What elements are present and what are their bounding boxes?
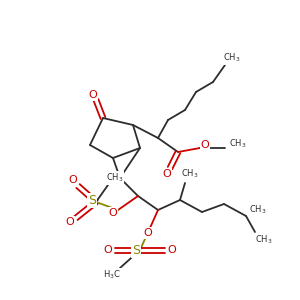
Text: CH$_3$: CH$_3$ (249, 204, 267, 216)
Text: S: S (132, 244, 140, 256)
Text: CH$_3$: CH$_3$ (223, 52, 241, 64)
Text: S: S (88, 194, 96, 206)
Text: O: O (103, 245, 112, 255)
Text: CH$_3$: CH$_3$ (106, 172, 124, 184)
Text: O: O (69, 175, 77, 185)
Text: O: O (163, 169, 171, 179)
Text: O: O (201, 140, 209, 150)
Text: CH$_3$: CH$_3$ (181, 168, 199, 180)
Text: O: O (88, 90, 98, 100)
Text: H$_3$C: H$_3$C (103, 269, 121, 281)
Text: O: O (144, 228, 152, 238)
Text: O: O (168, 245, 176, 255)
Text: CH$_3$: CH$_3$ (229, 138, 247, 150)
Text: O: O (66, 217, 74, 227)
Text: CH$_3$: CH$_3$ (255, 234, 273, 246)
Text: O: O (109, 208, 117, 218)
